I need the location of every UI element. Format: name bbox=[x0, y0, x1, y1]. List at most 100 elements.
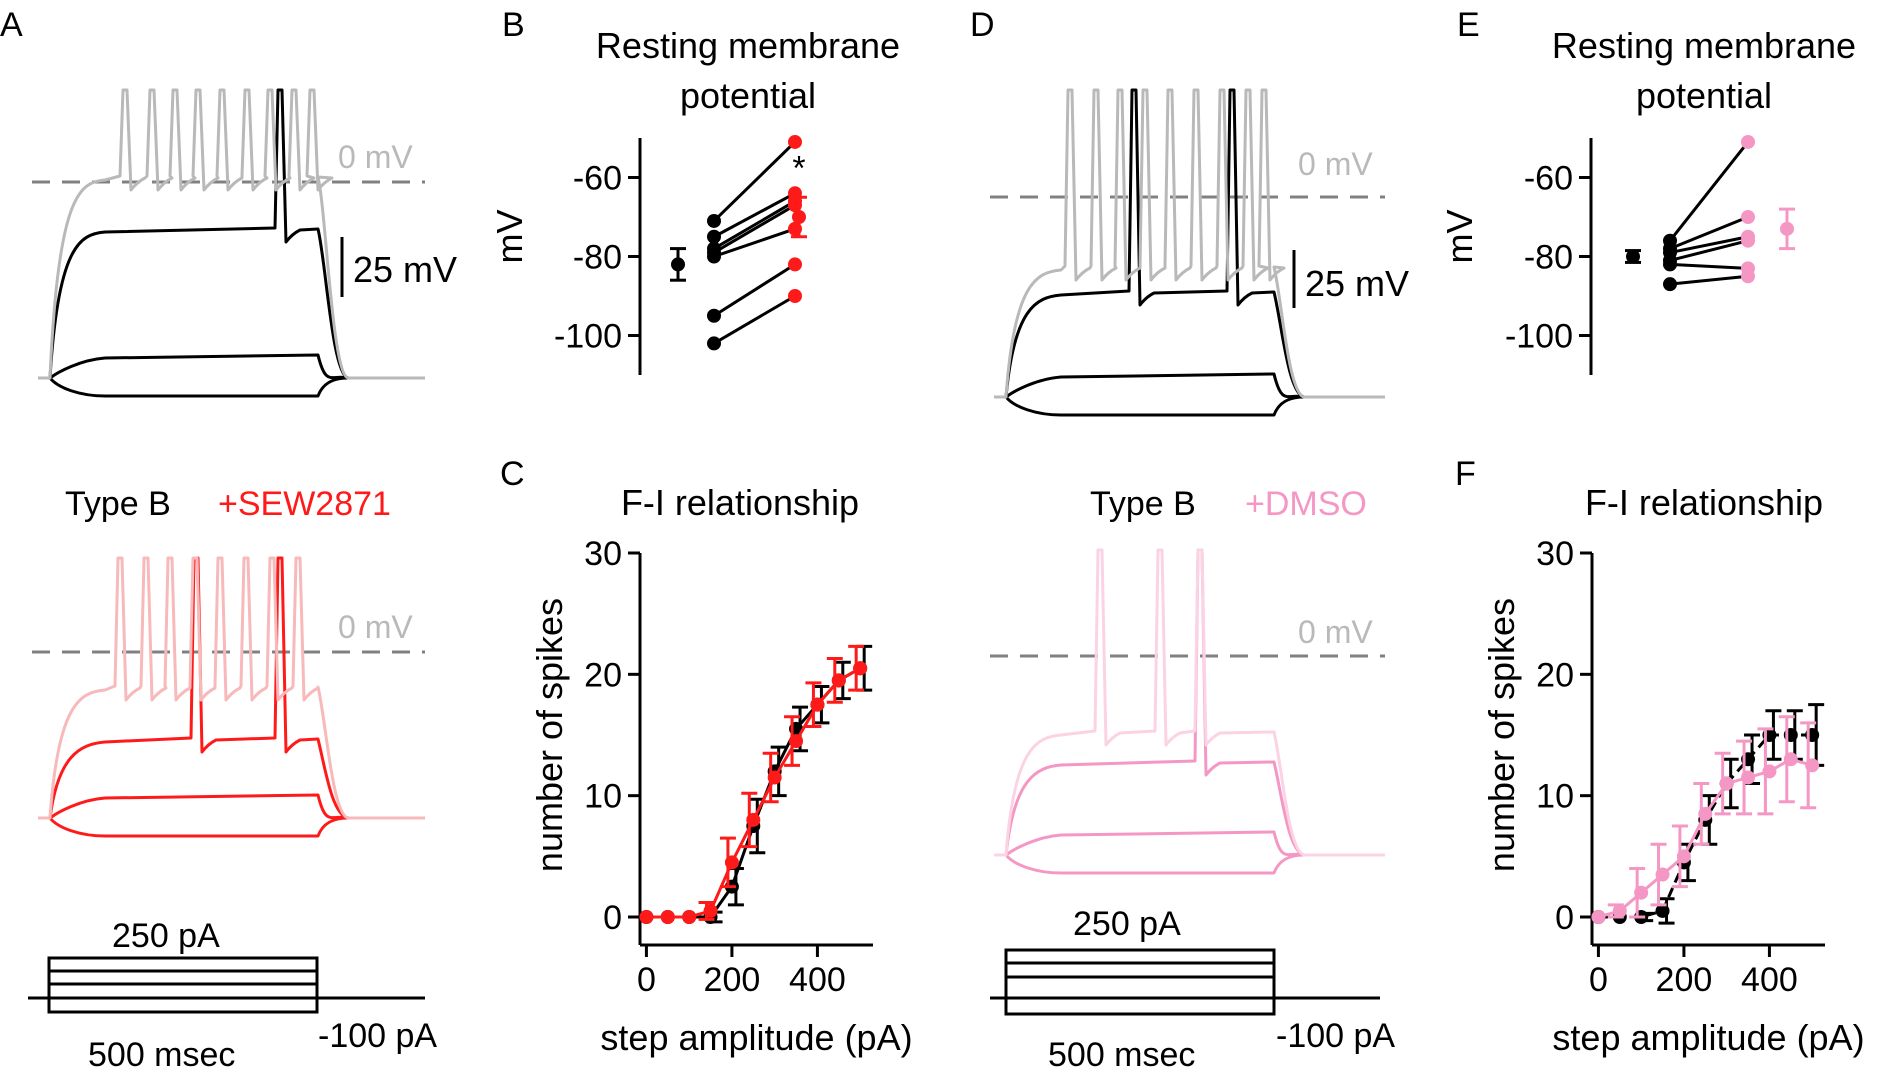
significance-marker: * bbox=[792, 149, 805, 187]
stimulus-protocol: 250 pA 500 msec -100 pA bbox=[28, 917, 437, 1072]
voltage-traces bbox=[994, 88, 1385, 417]
after-point bbox=[788, 198, 802, 213]
drug-label: +DMSO bbox=[1245, 485, 1367, 523]
trace-max-step bbox=[38, 556, 425, 820]
step-current-box bbox=[1004, 948, 1276, 1016]
zero-mv-label: 0 mV bbox=[338, 139, 413, 175]
chart-title: F-I relationship bbox=[1585, 482, 1823, 523]
x-axis-label: step amplitude (pA) bbox=[600, 1017, 912, 1058]
y-axis-label: number of spikes bbox=[1481, 598, 1522, 872]
data-point-SEW2871 bbox=[853, 661, 868, 676]
data-point-DMSO bbox=[1805, 758, 1820, 773]
data-point-SEW2871 bbox=[660, 910, 675, 924]
after-point bbox=[1741, 269, 1755, 284]
panel-letter: C bbox=[500, 455, 525, 493]
step-amplitude-label: 250 pA bbox=[112, 917, 220, 955]
before-point bbox=[1663, 257, 1677, 272]
data-point-control bbox=[1655, 903, 1670, 918]
panel-letter: B bbox=[502, 6, 525, 44]
pair-line bbox=[713, 227, 796, 258]
before-point bbox=[707, 213, 721, 228]
trace-max-step bbox=[994, 548, 1385, 857]
pair-line bbox=[713, 191, 796, 239]
chart-b-resting-potential: B Resting membrane potential -60 -80 -100 mV * bbox=[489, 6, 900, 375]
y-axis-label: number of spikes bbox=[529, 598, 570, 872]
chart-title: F-I relationship bbox=[621, 482, 859, 523]
pair-line bbox=[713, 263, 796, 318]
data-point-SEW2871 bbox=[639, 910, 654, 924]
after-point bbox=[788, 134, 802, 149]
pair-line bbox=[713, 203, 796, 254]
panel-a: A 0 mV 25 mV bbox=[0, 6, 457, 398]
panel-d: D 0 mV 25 mV bbox=[970, 6, 1409, 417]
y-tick-label: -60 bbox=[573, 160, 622, 198]
trace-threshold bbox=[994, 88, 1385, 399]
y-axis-label: mV bbox=[489, 210, 530, 264]
data-point-DMSO bbox=[1612, 903, 1627, 918]
stimulus-protocol: 250 pA 500 msec -100 pA bbox=[990, 905, 1395, 1072]
duration-label: 500 msec bbox=[88, 1036, 235, 1072]
voltage-traces bbox=[38, 88, 425, 398]
duration-label: 500 msec bbox=[1048, 1036, 1195, 1072]
pair-line bbox=[713, 294, 796, 345]
zero-mv-label: 0 mV bbox=[338, 609, 413, 645]
data-point-DMSO bbox=[1655, 867, 1670, 882]
before-point bbox=[707, 249, 721, 264]
pair-line bbox=[1668, 141, 1750, 242]
trace-threshold bbox=[38, 556, 425, 820]
pair-line bbox=[712, 140, 797, 223]
trace-subthreshold bbox=[994, 830, 1385, 857]
negative-step-label: -100 pA bbox=[1276, 1017, 1395, 1055]
y-tick-label: 30 bbox=[584, 535, 622, 573]
drug-label: +SEW2871 bbox=[218, 485, 391, 523]
before-point bbox=[707, 308, 721, 323]
trace-threshold bbox=[38, 88, 425, 380]
after-point bbox=[1741, 134, 1755, 149]
mean-after-marker bbox=[1780, 221, 1794, 236]
y-tick-label: -100 bbox=[554, 318, 622, 356]
chart-title: Resting membrane bbox=[1552, 25, 1856, 66]
data-point-SEW2871 bbox=[703, 903, 718, 918]
trace-hyperpolarizing bbox=[994, 395, 1385, 417]
x-axis-label: step amplitude (pA) bbox=[1552, 1017, 1864, 1058]
pair-line bbox=[1669, 274, 1749, 286]
x-tick-label: 400 bbox=[1741, 961, 1798, 999]
chart-c-fi-relationship: C F-I relationship 0 10 20 30 0 200 400 step ampl… bbox=[500, 455, 913, 1058]
mean-before-marker bbox=[671, 257, 685, 272]
data-point-DMSO bbox=[1741, 770, 1756, 785]
pair-line bbox=[1669, 215, 1749, 250]
scale-bar-label: 25 mV bbox=[1305, 263, 1409, 304]
chart-title: potential bbox=[1636, 75, 1772, 116]
panel-letter: F bbox=[1455, 455, 1476, 493]
trace-subthreshold bbox=[994, 372, 1385, 399]
x-tick-label: 200 bbox=[1656, 961, 1713, 999]
y-tick-label: -80 bbox=[573, 239, 622, 277]
x-tick-label: 400 bbox=[789, 961, 846, 999]
trace-subthreshold bbox=[38, 353, 425, 380]
voltage-traces bbox=[994, 548, 1385, 875]
y-tick-label: -60 bbox=[1524, 160, 1573, 198]
x-tick-label: 0 bbox=[637, 961, 656, 999]
data-point-SEW2871 bbox=[724, 855, 739, 870]
y-tick-label: 20 bbox=[1536, 656, 1574, 694]
data-point-DMSO bbox=[1783, 752, 1798, 767]
data-point-DMSO bbox=[1719, 776, 1734, 791]
negative-step-label: -100 pA bbox=[318, 1017, 437, 1055]
data-point-SEW2871 bbox=[831, 673, 846, 688]
y-tick-label: -100 bbox=[1505, 318, 1573, 356]
voltage-traces bbox=[38, 556, 425, 838]
mean-after-marker bbox=[792, 210, 806, 224]
trace-hyperpolarizing bbox=[994, 853, 1385, 875]
y-tick-label: 0 bbox=[603, 899, 622, 937]
data-point-SEW2871 bbox=[810, 697, 825, 712]
mean-before-marker bbox=[1626, 249, 1640, 264]
data-point-DMSO bbox=[1676, 849, 1691, 864]
y-tick-label: 30 bbox=[1536, 535, 1574, 573]
zero-mv-label: 0 mV bbox=[1298, 614, 1373, 650]
trace-threshold bbox=[994, 548, 1385, 857]
data-point-SEW2871 bbox=[767, 770, 782, 785]
data-point-DMSO bbox=[1634, 885, 1649, 900]
after-point bbox=[1741, 233, 1755, 248]
y-tick-label: -80 bbox=[1524, 239, 1573, 277]
